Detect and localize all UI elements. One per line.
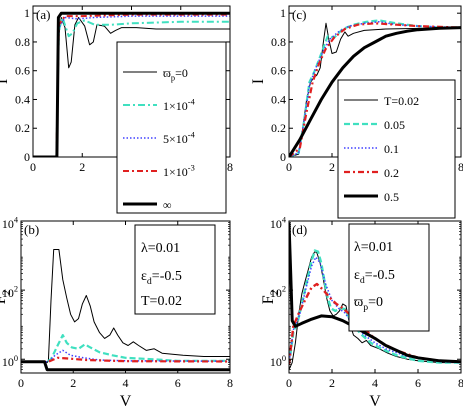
legend-label: 1×10-4	[163, 98, 196, 113]
x-tick-label: 0	[286, 160, 292, 174]
legend-label: 1×10-3	[163, 164, 195, 179]
y-tick-label: 0.2	[15, 121, 30, 135]
y-tick-label: 102	[2, 285, 18, 300]
legend-label: 5×10-4	[163, 131, 196, 146]
x-tick-label: 4	[123, 376, 129, 390]
y-tick-label: 104	[270, 216, 287, 231]
x-axis-label: V	[369, 393, 381, 409]
x-tick-label: 0	[30, 160, 36, 174]
x-tick-label: 8	[458, 376, 463, 390]
x-axis-label: V	[120, 393, 132, 409]
y-tick-label: 0	[24, 150, 30, 164]
x-tick-label: 0	[286, 376, 292, 390]
y-tick-label: 0.8	[15, 35, 30, 49]
x-tick-label: 8	[227, 376, 233, 390]
series-line-4	[33, 11, 230, 157]
series-line-4	[289, 26, 461, 157]
x-tick-label: 4	[372, 376, 378, 390]
y-tick-label: 0.8	[271, 35, 286, 49]
legend: T=0.02 0.05 0.1 0.2 0.5	[337, 79, 456, 219]
annotation-text: ϖp=0	[354, 295, 383, 313]
y-tick-label: 0	[280, 150, 286, 164]
panel-d: 0 2 4 6 8 100 102 104 (d) F2 Vλ=0.01 εd=-0.5 ϖp=0	[260, 216, 463, 409]
series-group	[33, 11, 230, 157]
y-tick-label: 104	[2, 216, 19, 231]
legend-label: T=0.02	[384, 94, 419, 108]
series-line-3	[21, 356, 230, 363]
x-tick-label: 0	[18, 376, 24, 390]
panel-a: 0246800.20.40.60.81(a)Iϖp=01×10-45×10-41…	[0, 5, 233, 214]
series-group	[289, 19, 461, 157]
y-axis-label: F2	[260, 290, 281, 305]
annotation-text: εd=-0.5	[141, 269, 182, 287]
legend-label: 0.1	[384, 142, 399, 156]
series-line-2	[21, 349, 230, 363]
legend: ϖp=0 1×10-4 5×10-4 1×10-3 ∞	[116, 41, 227, 214]
series-line-1	[21, 334, 230, 363]
annotation-text: λ=0.01	[141, 241, 180, 256]
annotation-box: λ=0.01 εd=-0.5 T=0.02	[134, 224, 216, 315]
y-tick-label: 1	[24, 6, 30, 20]
annotation-text: λ=0.01	[354, 240, 393, 255]
y-tick-label: 0.2	[271, 121, 286, 135]
x-tick-label: 8	[227, 160, 233, 174]
y-tick-label: 102	[270, 285, 286, 300]
series-group	[289, 222, 461, 370]
series-line-1	[289, 19, 461, 157]
series-line-2	[33, 15, 230, 157]
x-tick-label: 2	[329, 376, 335, 390]
y-tick-label: 0.4	[271, 92, 286, 106]
legend-label: 0.2	[384, 166, 399, 180]
panel-label: (d)	[292, 222, 307, 237]
y-tick-label: 0.4	[15, 92, 30, 106]
legend-label: 0.5	[384, 190, 399, 204]
legend-label: ∞	[163, 198, 172, 212]
legend-label: ϖp=0	[163, 66, 188, 83]
annotation-box: λ=0.01 εd=-0.5 ϖp=0	[348, 223, 430, 332]
series-group	[21, 249, 230, 372]
panel-label: (b)	[24, 222, 39, 237]
panel-b: 0 2 4 6 8 100 102 104 (b) F2 Vλ=0.01 εd=-0.5 T=0.02	[0, 216, 233, 409]
series-line-0	[289, 251, 461, 370]
annotation-frame	[348, 223, 430, 332]
y-tick-label: 100	[2, 354, 18, 369]
y-axis-label: F2	[0, 290, 13, 305]
x-tick-label: 8	[458, 160, 463, 174]
y-tick-label: 100	[270, 354, 286, 369]
series-line-4	[21, 360, 230, 372]
x-tick-label: 6	[415, 376, 421, 390]
annotation-text: εd=-0.5	[354, 268, 395, 286]
series-line-4	[289, 222, 461, 364]
panel-c: 0246800.20.40.60.81(c)IT=0.020.050.10.20…	[250, 5, 463, 219]
x-tick-label: 2	[329, 160, 335, 174]
x-tick-label: 6	[175, 376, 181, 390]
y-tick-label: 0.6	[271, 64, 286, 78]
panel-label: (c)	[292, 7, 306, 22]
series-line-2	[289, 256, 461, 365]
series-line-3	[289, 22, 461, 157]
panel-label: (a)	[36, 7, 50, 22]
y-tick-label: 1	[280, 6, 286, 20]
annotation-frame	[134, 224, 216, 315]
legend-label: 0.05	[384, 118, 405, 132]
series-line-0	[21, 249, 230, 364]
y-axis-label: I	[0, 79, 11, 84]
annotation-text: T=0.02	[141, 294, 182, 309]
series-line-1	[289, 249, 461, 365]
legend-box	[116, 41, 227, 214]
x-tick-label: 2	[70, 376, 76, 390]
x-tick-label: 2	[79, 160, 85, 174]
y-tick-label: 0.6	[15, 64, 30, 78]
y-axis-label: I	[250, 79, 267, 84]
